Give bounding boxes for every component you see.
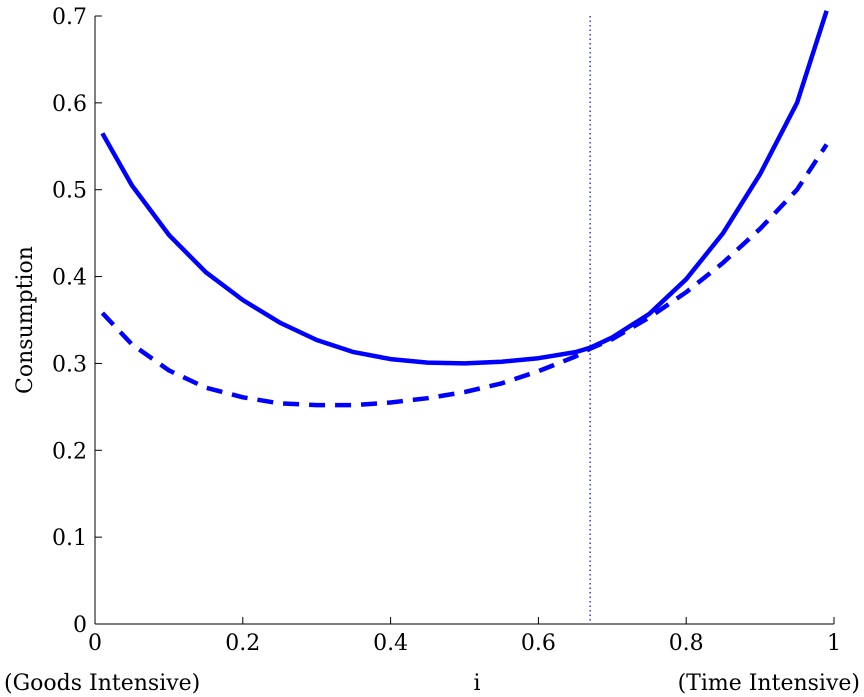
- y-tick-label: 0.7: [52, 5, 87, 30]
- x-tick-label: 0.2: [225, 631, 260, 656]
- y-tick-label: 0.1: [52, 526, 87, 551]
- dashed-series-line: [100, 143, 829, 408]
- y-tick-label: 0.3: [52, 352, 87, 377]
- x-tick-label: 1: [827, 631, 841, 656]
- x-axis-left-annotation: (Goods Intensive): [4, 671, 200, 696]
- y-tick-label: 0.5: [52, 179, 87, 204]
- y-tick-label: 0: [73, 613, 87, 638]
- y-tick-label: 0.4: [52, 266, 87, 291]
- x-axis-right-annotation: (Time Intensive): [678, 671, 860, 696]
- solid-series-line: [100, 10, 829, 366]
- y-ticks: 0 0.1 0.2 0.3 0.4 0.5 0.6 0.7: [52, 5, 102, 638]
- axes: [94, 16, 834, 625]
- y-tick-label: 0.2: [52, 439, 87, 464]
- x-ticks: 0 0.2 0.4 0.6 0.8 1: [88, 617, 841, 656]
- x-axis-label: i: [473, 671, 480, 696]
- x-tick-label: 0.6: [521, 631, 556, 656]
- x-tick-label: 0.8: [669, 631, 704, 656]
- y-tick-label: 0.6: [52, 92, 87, 117]
- x-tick-label: 0: [88, 631, 102, 656]
- x-tick-label: 0.4: [373, 631, 408, 656]
- series-group: [100, 10, 829, 408]
- y-axis-label: Consumption: [13, 246, 38, 394]
